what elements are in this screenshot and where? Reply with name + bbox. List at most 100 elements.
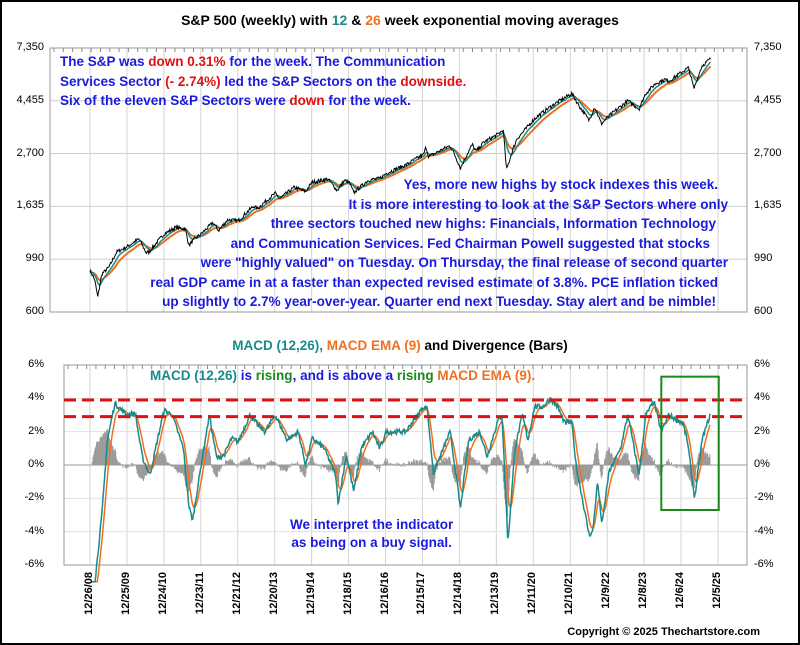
divergence-bar	[103, 432, 105, 465]
divergence-bar	[159, 452, 161, 465]
divergence-bar	[422, 461, 424, 465]
divergence-bar	[220, 465, 222, 470]
divergence-bar	[618, 458, 620, 465]
divergence-bar	[523, 461, 525, 465]
macd-y-tick-left: 0%	[28, 458, 44, 470]
divergence-bar	[650, 456, 652, 465]
divergence-bar	[678, 465, 680, 466]
divergence-bar	[378, 465, 380, 472]
divergence-bar	[264, 465, 266, 470]
divergence-bar	[227, 461, 229, 465]
divergence-bar	[594, 452, 596, 465]
text-segment: MACD EMA (9)	[326, 338, 421, 353]
divergence-bar	[272, 461, 274, 465]
divergence-bar	[139, 465, 141, 479]
divergence-bar	[98, 442, 100, 465]
divergence-bar	[278, 465, 280, 468]
divergence-bar	[502, 465, 504, 472]
divergence-bar	[219, 465, 221, 472]
divergence-bar	[390, 462, 392, 465]
divergence-bar	[283, 465, 285, 471]
divergence-bar	[363, 457, 365, 465]
divergence-bar	[258, 465, 260, 469]
divergence-bar	[107, 431, 109, 465]
divergence-bar	[241, 460, 243, 465]
x-tick-label: 12/16/16	[378, 572, 391, 615]
divergence-bar	[470, 456, 472, 465]
divergence-bar	[168, 463, 169, 465]
divergence-bar	[423, 462, 425, 465]
divergence-bar	[355, 462, 357, 465]
divergence-bar	[703, 454, 705, 465]
divergence-bar	[449, 457, 451, 465]
macd-y-tick-left: -6%	[24, 558, 44, 570]
price-y-tick-right: 4,455	[754, 93, 782, 106]
divergence-bar	[216, 465, 218, 478]
divergence-bar	[388, 464, 390, 465]
divergence-bar	[688, 465, 690, 478]
divergence-bar	[652, 461, 654, 465]
divergence-bar	[474, 459, 476, 465]
price-line	[89, 57, 712, 297]
divergence-bar	[578, 465, 580, 484]
divergence-bar	[163, 454, 165, 465]
divergence-bar	[671, 465, 673, 466]
divergence-bar	[342, 456, 344, 465]
divergence-bar	[330, 465, 332, 470]
divergence-bar	[196, 457, 198, 465]
divergence-bar	[586, 465, 588, 482]
divergence-bar	[337, 465, 339, 487]
divergence-bar	[569, 465, 571, 468]
divergence-bar	[244, 459, 246, 465]
divergence-bar	[92, 456, 94, 465]
divergence-bar	[512, 446, 514, 465]
divergence-bar	[325, 465, 327, 468]
divergence-bar	[685, 465, 687, 470]
divergence-bar	[634, 465, 636, 480]
macd-y-tick-right: 4%	[754, 391, 770, 404]
divergence-bar	[117, 460, 119, 465]
copyright: Copyright © 2025 Thechartstore.com	[567, 626, 760, 638]
divergence-bar	[609, 452, 611, 465]
divergence-bar	[689, 465, 691, 480]
divergence-bar	[282, 465, 283, 471]
text-segment: for the week. The Communication	[225, 54, 446, 69]
divergence-bar	[339, 465, 341, 468]
text-segment: Six of the eleven S&P Sectors were	[60, 93, 290, 108]
divergence-bar	[625, 452, 627, 465]
divergence-bar	[316, 463, 318, 465]
divergence-bar	[240, 462, 242, 465]
macd-y-tick-left: 4%	[28, 391, 44, 404]
divergence-bar	[447, 459, 449, 465]
divergence-bar	[695, 465, 697, 476]
divergence-bar	[94, 448, 96, 465]
divergence-bar	[190, 465, 192, 485]
divergence-bar	[572, 465, 574, 475]
divergence-bar	[314, 463, 316, 465]
divergence-bar	[488, 465, 490, 467]
divergence-bar	[160, 451, 162, 465]
divergence-bar	[245, 460, 247, 465]
divergence-bar	[670, 463, 672, 465]
divergence-bar	[114, 448, 116, 465]
divergence-bar	[443, 458, 444, 465]
divergence-bar	[461, 465, 463, 471]
note-line: up slightly to 2.7% year-over-year. Quar…	[162, 294, 716, 309]
divergence-bar	[303, 465, 305, 476]
divergence-bar	[537, 458, 539, 465]
divergence-bar	[665, 463, 667, 465]
divergence-bar	[373, 465, 375, 467]
divergence-bar	[225, 460, 227, 465]
divergence-bar	[591, 465, 593, 470]
divergence-bar	[455, 465, 457, 480]
divergence-bar	[544, 463, 546, 465]
divergence-bar	[401, 465, 403, 467]
divergence-bar	[651, 458, 653, 465]
divergence-bar	[267, 463, 269, 465]
divergence-bar	[192, 465, 194, 473]
divergence-bar	[667, 461, 669, 465]
divergence-bar	[95, 446, 97, 465]
divergence-bar	[590, 465, 592, 474]
divergence-bar	[417, 460, 419, 465]
